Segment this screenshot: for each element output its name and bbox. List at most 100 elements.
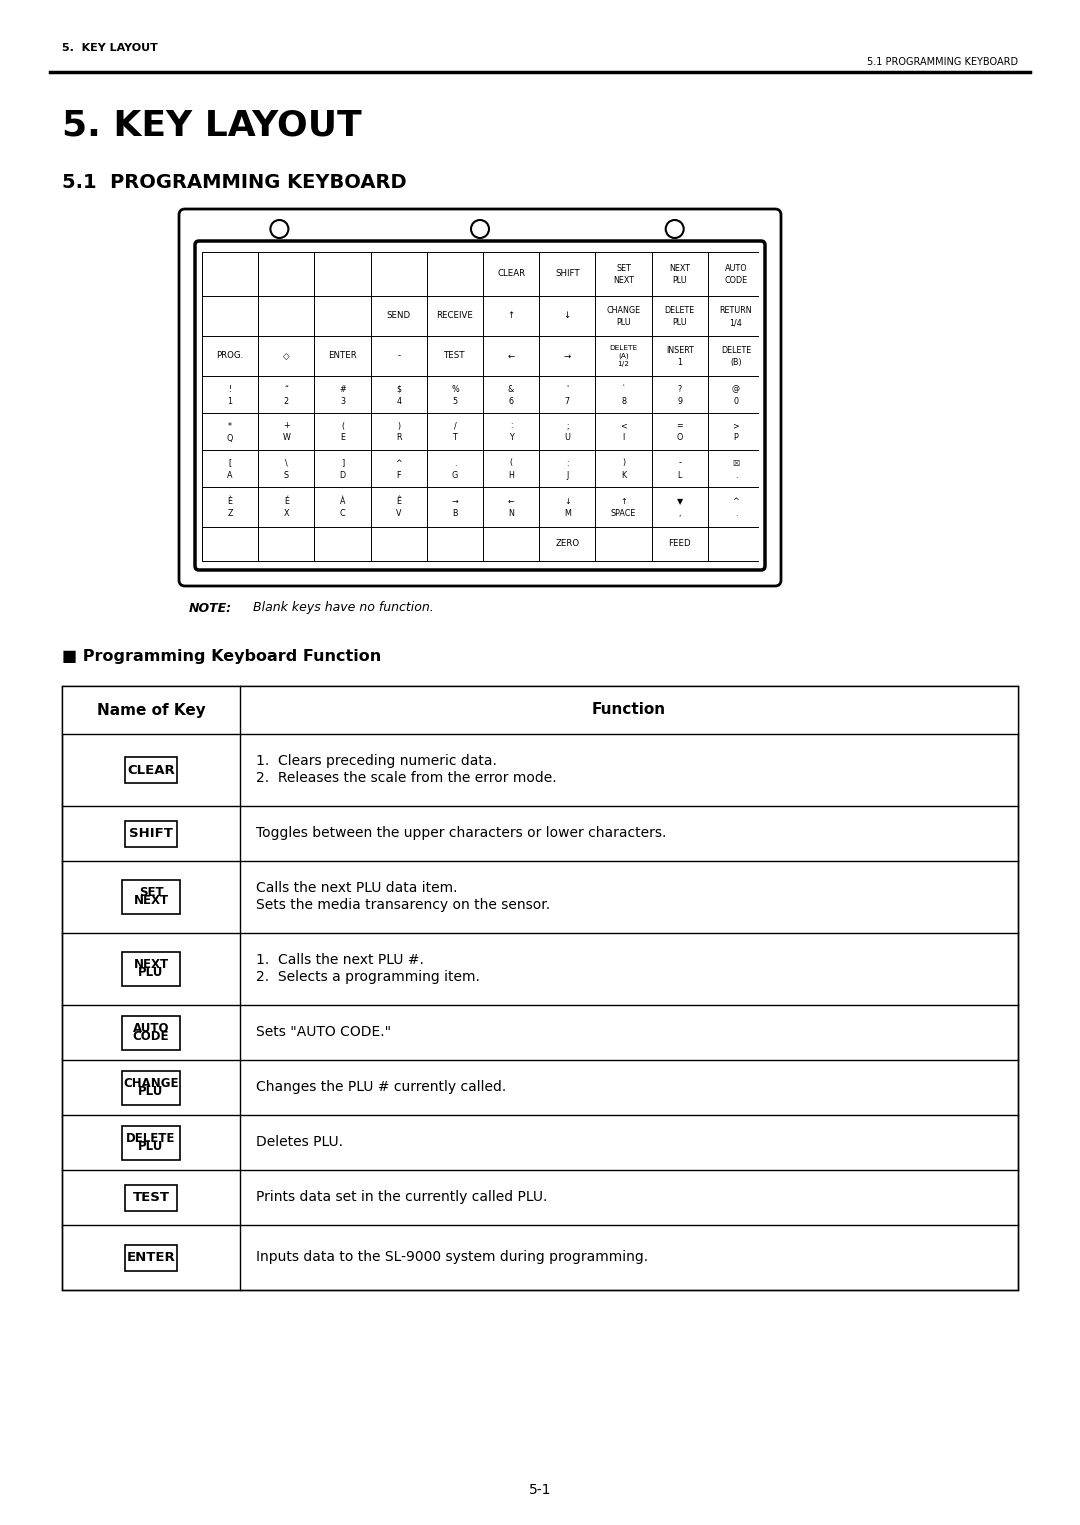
Text: Z: Z [228,509,233,518]
Text: M: M [564,509,570,518]
Text: 6: 6 [509,396,514,406]
Text: ↑: ↑ [508,311,515,320]
Text: I: I [622,433,624,442]
Text: ☒: ☒ [732,459,740,468]
Text: SEND: SEND [387,311,410,320]
Circle shape [665,220,684,238]
Text: 5-1: 5-1 [529,1482,551,1498]
Text: PLU: PLU [673,319,687,326]
Text: #: # [339,384,346,393]
Text: Ê: Ê [396,497,401,506]
Text: ?: ? [677,384,681,393]
Text: ENTER: ENTER [126,1250,175,1264]
Text: ENTER: ENTER [328,351,356,360]
Text: 7: 7 [565,396,570,406]
Text: %: % [451,384,459,393]
Text: :: : [566,459,568,468]
Text: Blank keys have no function.: Blank keys have no function. [253,601,434,615]
Text: 4: 4 [396,396,401,406]
Text: ;: ; [566,421,568,430]
Text: \: \ [285,459,287,468]
Text: 1/4: 1/4 [729,319,742,326]
Text: >: > [732,421,740,430]
Text: CHANGE: CHANGE [607,307,640,316]
Bar [122,1016,180,1049]
Text: !: ! [229,384,232,393]
Bar [125,756,177,782]
Text: ^: ^ [732,497,740,506]
Text: SET: SET [138,886,163,900]
Text: DELETE: DELETE [720,346,751,355]
Text: X: X [284,509,289,518]
Text: 0: 0 [733,396,739,406]
Text: E: E [340,433,345,442]
Text: Sets the media transarency on the sensor.: Sets the media transarency on the sensor… [256,898,550,912]
Text: ↓: ↓ [564,311,571,320]
Text: $: $ [396,384,401,393]
Bar [62,686,1018,734]
Text: V: V [396,509,402,518]
Text: O: O [676,433,683,442]
Text: ■ Programming Keyboard Function: ■ Programming Keyboard Function [62,648,381,663]
Text: AUTO: AUTO [133,1022,170,1035]
Text: CLEAR: CLEAR [497,270,525,279]
Text: CHANGE: CHANGE [123,1077,179,1090]
Text: C: C [340,509,346,518]
Text: =: = [676,421,683,430]
Text: J: J [566,471,568,479]
Text: 2.  Releases the scale from the error mode.: 2. Releases the scale from the error mod… [256,772,556,785]
Text: SPACE: SPACE [611,509,636,518]
Text: Sets "AUTO CODE.": Sets "AUTO CODE." [256,1025,391,1040]
Text: “: “ [284,384,288,393]
Text: ↑: ↑ [620,497,626,506]
Text: ,: , [678,509,680,518]
Text: SHIFT: SHIFT [555,270,580,279]
Text: /: / [454,421,456,430]
Text: PLU: PLU [616,319,631,326]
Text: &: & [508,384,514,393]
Text: +: + [283,421,289,430]
Text: NEXT: NEXT [670,264,690,273]
Text: Name of Key: Name of Key [96,703,205,717]
Text: T: T [453,433,457,442]
Text: CODE: CODE [725,276,747,285]
Text: PROG.: PROG. [216,351,244,360]
Text: ◇: ◇ [283,351,289,360]
Text: P: P [733,433,739,442]
Text: ↓: ↓ [564,497,570,506]
Text: 1: 1 [677,358,683,368]
Text: À: À [340,497,346,506]
Text: AUTO: AUTO [725,264,747,273]
Text: 3: 3 [340,396,345,406]
Text: -: - [397,351,401,360]
Text: DELETE: DELETE [126,1132,176,1145]
Text: TEST: TEST [444,351,465,360]
Text: ^: ^ [395,459,402,468]
Text: <: < [620,421,626,430]
Text: 5: 5 [453,396,458,406]
Text: Q: Q [227,433,233,442]
Text: 2.  Selects a programming item.: 2. Selects a programming item. [256,970,480,985]
Text: B: B [453,509,458,518]
Text: NEXT: NEXT [613,276,634,285]
Text: @: @ [732,384,740,393]
Circle shape [270,220,288,238]
Text: 8: 8 [621,396,626,406]
Circle shape [471,220,489,238]
Text: ←: ← [508,497,514,506]
Text: D: D [339,471,346,479]
Text: Y: Y [509,433,513,442]
Text: ): ) [397,421,401,430]
Text: H: H [509,471,514,479]
Text: PLU: PLU [138,1084,164,1098]
Bar [125,1244,177,1270]
Text: PLU: PLU [138,1141,164,1153]
Text: W: W [282,433,291,442]
Text: (: ( [341,421,345,430]
Text: .: . [454,459,456,468]
Text: N: N [509,509,514,518]
Text: Function: Function [592,703,666,717]
Text: ': ' [566,384,568,393]
Text: ▼: ▼ [677,497,683,506]
Text: -: - [678,459,681,468]
